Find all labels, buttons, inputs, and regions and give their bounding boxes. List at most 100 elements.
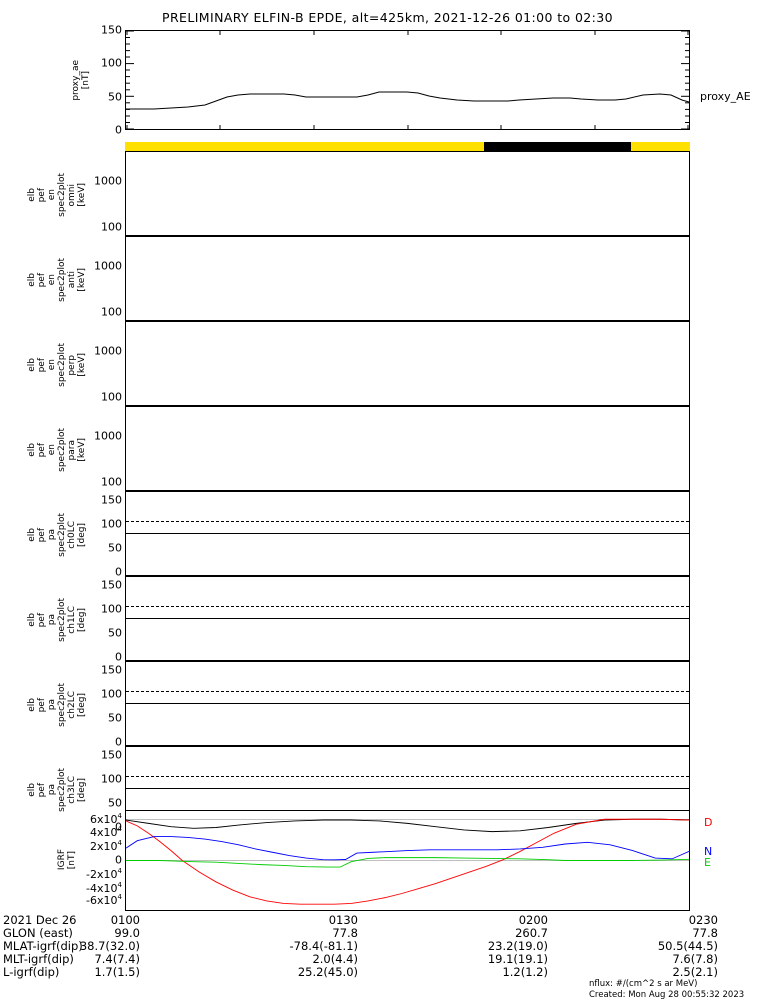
ylabel-line: pef <box>37 612 47 628</box>
panel-epde-anti <box>125 236 690 321</box>
ylabel-line: spec2plot <box>57 513 67 557</box>
value-lval-0130: 25.2(45.0) <box>297 965 358 979</box>
ytick-text: 6x10 <box>90 812 118 826</box>
ytick: 0 <box>115 565 122 579</box>
ylabel-line: spec2plot <box>57 428 67 472</box>
ylabel-line: pa <box>47 699 57 711</box>
value-mlt-0200: 19.1(19.1) <box>487 952 548 966</box>
yticks-epde-perp: 1000 100 <box>80 321 122 406</box>
ytick: 0 <box>115 853 122 867</box>
ylabel-line: ch0LC <box>67 521 77 549</box>
yticks-epde-omni: 1000 100 <box>80 151 122 236</box>
loss-cone-solid-line <box>126 703 689 704</box>
ytick: 150 <box>101 23 122 37</box>
panel-pa-ch0lc <box>125 491 690 576</box>
ytick: 150 <box>101 493 122 507</box>
ytick: 50 <box>108 541 122 555</box>
ytick: 100 <box>101 517 122 531</box>
ylabel-line: elb <box>27 188 37 202</box>
ylabel-line: pef <box>37 527 47 543</box>
ytick: 0 <box>115 820 122 834</box>
value-date-0100: 0100 <box>110 913 140 927</box>
page-title: PRELIMINARY ELFIN-B EPDE, alt=425km, 202… <box>162 10 613 25</box>
status-bar <box>125 142 690 151</box>
ylabel-line: elb <box>27 273 37 287</box>
ytick: 0 <box>115 123 122 137</box>
loss-cone-solid-line <box>126 788 689 789</box>
panel-pa-ch2lc <box>125 661 690 746</box>
ytick: 1000 <box>94 174 122 188</box>
ylabel-line: elb <box>27 698 37 712</box>
ytick-text: 2x10 <box>90 839 118 853</box>
ytick: 6x104 <box>90 812 122 826</box>
row-label-date: 2021 Dec 26 <box>3 913 77 927</box>
ylabel-line: pef <box>37 357 47 373</box>
ylabel-line: ch3LC <box>67 776 77 804</box>
igrf-legend-d: D <box>704 816 713 829</box>
panel-proxy-ae <box>125 30 690 130</box>
yticks-epde-anti: 1000 100 <box>80 236 122 321</box>
value-glon-0200: 260.7 <box>515 926 548 940</box>
ylabel-line: spec2plot <box>57 173 67 217</box>
panel-epde-para <box>125 406 690 491</box>
footer-nflux: nflux: #/(cm^2 s ar MeV) <box>589 979 698 989</box>
loss-cone-solid-line <box>126 618 689 619</box>
row-label-glon: GLON (east) <box>3 926 73 940</box>
value-date-0130: 0130 <box>328 913 358 927</box>
yticks-pa-ch3lc: 150 100 50 0 <box>80 746 122 834</box>
loss-cone-dashed-line <box>126 776 689 777</box>
value-mlat-0230: 50.5(44.5) <box>657 939 718 953</box>
ylabel-line: pef <box>37 697 47 713</box>
yticks-pa-ch1lc: 150 100 50 0 <box>80 576 122 664</box>
ytick: 4x104 <box>90 825 122 839</box>
ytick-text: 4x10 <box>90 825 118 839</box>
loss-cone-solid-line <box>126 533 689 534</box>
legend-proxy-ae: proxy_AE <box>700 90 751 103</box>
ytick: 0 <box>115 735 122 749</box>
ytick: 0 <box>115 650 122 664</box>
igrf-legend-n: N <box>704 845 713 858</box>
loss-cone-dashed-line <box>126 606 689 607</box>
value-lval-0100: 1.7(1.5) <box>94 965 140 979</box>
ylabel-line: en <box>47 444 57 456</box>
ylabel-line: en <box>47 189 57 201</box>
value-mlt-0100: 7.4(7.4) <box>94 952 140 966</box>
ylabel-line: pef <box>37 442 47 458</box>
value-mlt-0230: 7.6(7.8) <box>672 952 718 966</box>
status-bar-yellow <box>125 142 690 151</box>
ylabel-line: en <box>47 274 57 286</box>
ylabel-line: anti <box>67 271 77 289</box>
ytick: 1000 <box>94 429 122 443</box>
value-glon-0130: 77.8 <box>332 926 358 940</box>
ylabel-line: IGRF <box>57 849 67 871</box>
value-lval-0200: 1.2(1.2) <box>502 965 548 979</box>
value-mlat-0130: -78.4(-81.1) <box>289 939 358 953</box>
ytick: 100 <box>101 220 122 234</box>
ylabel-line: perp <box>67 354 77 376</box>
ytick: 100 <box>101 602 122 616</box>
igrf-legend-e: E <box>704 856 711 869</box>
ylabel-line: pef <box>37 187 47 203</box>
ytick: 50 <box>108 711 122 725</box>
ytick: 150 <box>101 663 122 677</box>
igrf-curves <box>126 811 689 910</box>
status-bar-black <box>483 142 631 151</box>
ytick: 150 <box>101 748 122 762</box>
ylabel-line: ch2LC <box>67 691 77 719</box>
ylabel-line: ch1LC <box>67 606 77 634</box>
value-glon-0230: 77.8 <box>692 926 718 940</box>
loss-cone-dashed-line <box>126 521 689 522</box>
value-lval-0230: 2.5(2.1) <box>672 965 718 979</box>
yticks-proxy-ae: 150 100 50 0 <box>80 24 122 137</box>
ylabel-line: en <box>47 359 57 371</box>
value-mlat-0200: 23.2(19.0) <box>487 939 548 953</box>
ytick: -6x104 <box>86 893 122 907</box>
ytick: 100 <box>101 772 122 786</box>
ylabel-line: para <box>67 439 77 461</box>
ylabel-line: spec2plot <box>57 598 67 642</box>
ylabel-line: elb <box>27 443 37 457</box>
ytick-text: -4x10 <box>86 881 118 895</box>
ytick: 1000 <box>94 344 122 358</box>
panel-igrf <box>125 810 690 911</box>
ytick-text: -6x10 <box>86 893 118 907</box>
